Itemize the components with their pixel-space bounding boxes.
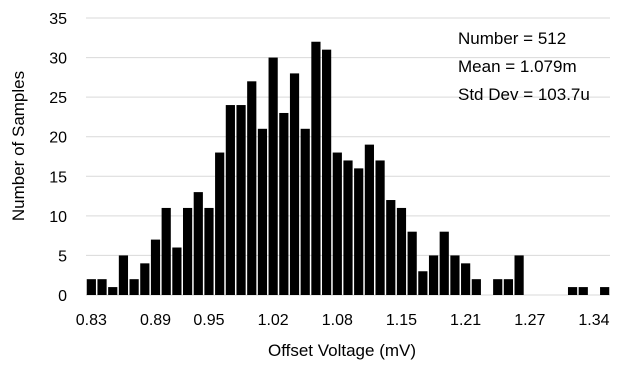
histogram-bar	[332, 152, 342, 295]
histogram-bar	[140, 263, 150, 295]
summary-statistics: Number = 512 Mean = 1.079m Std Dev = 103.7…	[458, 29, 590, 104]
histogram-bar	[428, 255, 439, 295]
histogram-bar	[450, 255, 460, 295]
y-tick-label: 10	[49, 209, 67, 226]
x-tick-label: 0.83	[76, 312, 107, 329]
histogram-bar	[375, 160, 385, 295]
histogram-bars	[86, 41, 610, 296]
x-tick-label: 1.27	[514, 312, 545, 329]
histogram-bar	[129, 279, 139, 295]
histogram-bar	[257, 128, 268, 295]
histogram-bar	[322, 49, 332, 296]
histogram-bar	[204, 207, 214, 295]
histogram-bar	[343, 160, 353, 295]
x-tick-label: 1.15	[386, 312, 417, 329]
stat-std-dev: Std Dev = 103.7u	[458, 85, 590, 104]
y-tick-label: 35	[49, 11, 67, 28]
histogram-bar	[567, 287, 578, 295]
histogram-bar	[600, 287, 610, 295]
x-tick-label: 1.21	[450, 312, 481, 329]
histogram-bar	[150, 239, 161, 295]
histogram-bar	[514, 255, 524, 295]
histogram-bar	[182, 207, 193, 295]
histogram-bar	[268, 57, 278, 296]
histogram-bar	[225, 105, 235, 295]
histogram-bar	[364, 144, 374, 295]
x-tick-label: 1.08	[322, 312, 353, 329]
histogram-bar	[300, 128, 310, 295]
histogram-bar	[418, 271, 428, 295]
y-tick-label: 5	[58, 248, 67, 265]
stat-mean: Mean = 1.079m	[458, 57, 577, 76]
histogram-bar	[396, 207, 407, 295]
x-tick-label: 0.95	[193, 312, 224, 329]
y-tick-label: 15	[49, 169, 67, 186]
histogram-bar	[439, 231, 449, 295]
histogram-bar	[172, 247, 182, 295]
histogram-bar	[215, 152, 225, 295]
stat-number: Number = 512	[458, 29, 566, 48]
y-tick-label: 20	[49, 130, 67, 147]
histogram-bar	[407, 231, 417, 295]
histogram-bar	[503, 279, 514, 295]
histogram-bar	[108, 287, 118, 295]
histogram-bar	[386, 200, 396, 295]
histogram-bar	[236, 105, 246, 295]
x-tick-label: 1.34	[578, 312, 609, 329]
histogram-bar	[118, 255, 129, 295]
y-axis-ticks: 0 5 10 15 20 25 30 35	[49, 11, 67, 305]
histogram-bar	[289, 73, 300, 296]
histogram-bar	[311, 41, 321, 295]
histogram-bar	[161, 207, 171, 295]
histogram-bar	[247, 81, 257, 295]
histogram-bar	[493, 279, 503, 295]
histogram-bar	[471, 279, 481, 295]
histogram-bar	[86, 279, 96, 295]
histogram-bar	[461, 263, 471, 295]
x-tick-label: 0.89	[140, 312, 171, 329]
x-axis-label: Offset Voltage (mV)	[268, 341, 416, 360]
x-tick-label: 1.02	[258, 312, 289, 329]
y-axis-label: Number of Samples	[9, 71, 28, 221]
x-axis-ticks: 0.830.890.951.021.081.151.211.271.341.40	[76, 312, 610, 329]
histogram-bar	[193, 192, 203, 295]
histogram-bar	[97, 279, 107, 295]
y-tick-label: 25	[49, 90, 67, 107]
histogram-bar	[578, 287, 588, 295]
histogram-bar	[354, 168, 364, 295]
y-tick-label: 0	[58, 288, 67, 305]
y-tick-label: 30	[49, 51, 67, 68]
histogram-bar	[279, 112, 289, 295]
